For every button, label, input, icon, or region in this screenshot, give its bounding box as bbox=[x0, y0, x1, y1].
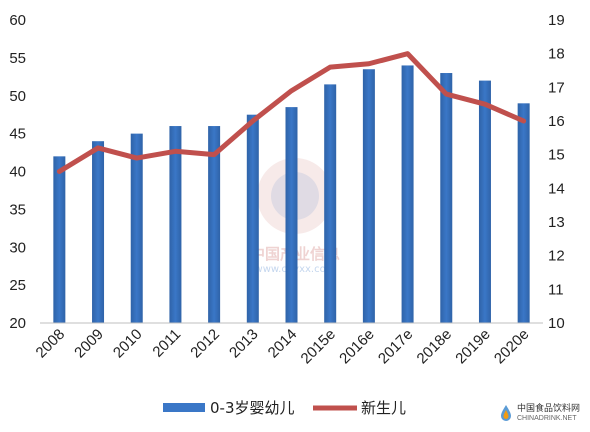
x-tick-label: 2013 bbox=[226, 326, 262, 362]
line-point-2008 bbox=[58, 171, 60, 172]
bar-2012 bbox=[208, 126, 221, 323]
bar-2018e bbox=[440, 73, 453, 324]
left-tick-label: 55 bbox=[9, 50, 26, 67]
bar-2011 bbox=[169, 126, 182, 323]
right-tick-label: 14 bbox=[548, 180, 565, 197]
right-axis-ticks: 10 11 12 13 14 15 16 17 18 19 bbox=[548, 12, 565, 332]
x-tick-label: 2020e bbox=[491, 326, 533, 368]
left-tick-label: 50 bbox=[9, 88, 26, 105]
drop-icon bbox=[500, 405, 511, 421]
line-series bbox=[56, 51, 527, 174]
right-tick-label: 16 bbox=[548, 113, 565, 130]
x-tick-label: 2017e bbox=[375, 326, 417, 368]
left-tick-label: 35 bbox=[9, 201, 26, 218]
left-tick-label: 20 bbox=[9, 315, 26, 332]
bar-2013 bbox=[246, 114, 259, 323]
corner-logo: 中国食品饮料网 CHINADRINK.NET bbox=[499, 404, 580, 422]
x-tick-label: 2009 bbox=[71, 326, 107, 362]
legend-label-bars: 0-3岁婴幼儿 bbox=[210, 399, 295, 417]
line-point-2017e bbox=[407, 53, 409, 55]
left-tick-label: 30 bbox=[9, 239, 26, 256]
corner-logo-text: 中国食品饮料网 bbox=[516, 404, 580, 414]
x-tick-label: 2019e bbox=[452, 326, 494, 368]
line-point-2014 bbox=[291, 90, 292, 92]
left-tick-label: 45 bbox=[9, 126, 26, 143]
line-point-2009 bbox=[97, 147, 99, 149]
right-tick-label: 19 bbox=[548, 12, 565, 29]
x-axis-ticks: 2008 2009 2010 2011 2012 2013 20142015e2016e20… bbox=[33, 326, 533, 368]
right-tick-label: 17 bbox=[548, 79, 565, 96]
bar-2017e bbox=[401, 65, 414, 323]
line-point-2019e bbox=[484, 103, 486, 105]
x-tick-label: 2018e bbox=[414, 326, 456, 368]
line-point-2012 bbox=[213, 154, 215, 156]
corner-logo-url: CHINADRINK.NET bbox=[516, 415, 577, 422]
bar-2014 bbox=[285, 107, 298, 323]
right-tick-label: 13 bbox=[548, 214, 565, 231]
bar-2015e bbox=[324, 84, 337, 323]
bar-2019e bbox=[478, 80, 491, 323]
line-point-2018e bbox=[445, 93, 447, 95]
right-tick-label: 18 bbox=[548, 46, 565, 63]
x-tick-label: 2016e bbox=[336, 326, 378, 368]
legend-label-line: 新生儿 bbox=[361, 399, 406, 417]
left-tick-label: 25 bbox=[9, 277, 26, 294]
legend: 0-3岁婴幼儿 新生儿 bbox=[163, 399, 406, 417]
line-point-2015e bbox=[329, 66, 331, 68]
right-tick-label: 15 bbox=[548, 147, 565, 164]
x-tick-label: 2010 bbox=[110, 326, 146, 362]
left-axis-ticks: 20 25 30 35 40 45 50 55 60 bbox=[9, 12, 26, 332]
line-point-2013 bbox=[252, 120, 254, 122]
x-tick-label: 2012 bbox=[187, 326, 223, 362]
bar-series bbox=[53, 65, 530, 324]
x-tick-label: 2008 bbox=[33, 326, 69, 362]
x-tick-label: 2014 bbox=[265, 326, 301, 362]
x-tick-label: 2011 bbox=[149, 326, 184, 361]
bar-2010 bbox=[130, 133, 143, 323]
legend-swatch-bars bbox=[163, 403, 205, 412]
line-point-2016e bbox=[368, 63, 370, 65]
x-tick-label: 2015e bbox=[298, 326, 340, 368]
left-tick-label: 60 bbox=[9, 12, 26, 29]
bar-2009 bbox=[92, 141, 105, 323]
line-point-2010 bbox=[136, 157, 138, 159]
line-point-2011 bbox=[174, 150, 176, 152]
bar-2008 bbox=[53, 156, 66, 323]
bar-2016e bbox=[362, 69, 375, 323]
bar-2020e bbox=[517, 103, 530, 323]
right-tick-label: 10 bbox=[548, 315, 565, 332]
line-point-2020e bbox=[523, 120, 525, 122]
right-tick-label: 11 bbox=[548, 281, 564, 298]
left-tick-label: 40 bbox=[9, 164, 26, 181]
right-tick-label: 12 bbox=[548, 248, 565, 265]
